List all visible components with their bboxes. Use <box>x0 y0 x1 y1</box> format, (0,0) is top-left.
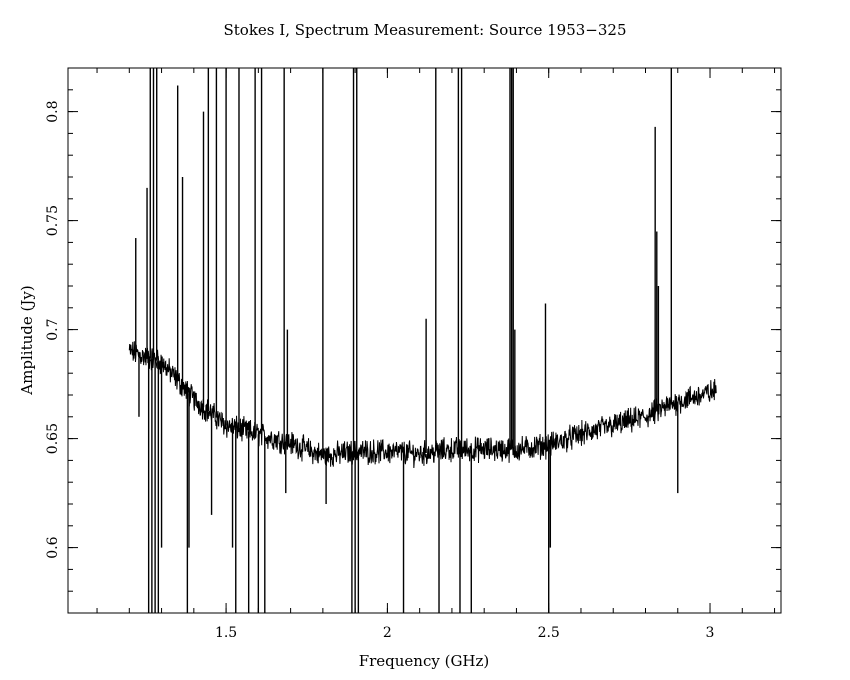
axis-ticks <box>68 67 781 614</box>
x-tick-label: 1.5 <box>215 625 237 641</box>
chart-title: Stokes I, Spectrum Measurement: Source 1… <box>224 21 627 39</box>
y-axis-label: Amplitude (Jy) <box>18 285 36 395</box>
series-line <box>128 341 717 468</box>
y-tick-label: 0.75 <box>45 205 61 236</box>
plot-frame <box>67 67 782 614</box>
series-layer <box>128 68 717 613</box>
x-tick-label: 2 <box>383 625 392 641</box>
y-tick-label: 0.7 <box>45 318 61 340</box>
y-tick-label: 0.65 <box>45 423 61 454</box>
tick-labels: 1.5 2 2.5 3 0.6 0.65 0.7 0.75 0.8 <box>45 100 714 641</box>
x-tick-label: 3 <box>706 625 715 641</box>
y-tick-label: 0.8 <box>45 100 61 122</box>
x-axis-label: Frequency (GHz) <box>359 652 490 670</box>
y-tick-label: 0.6 <box>45 536 61 558</box>
x-tick-label: 2.5 <box>538 625 560 641</box>
